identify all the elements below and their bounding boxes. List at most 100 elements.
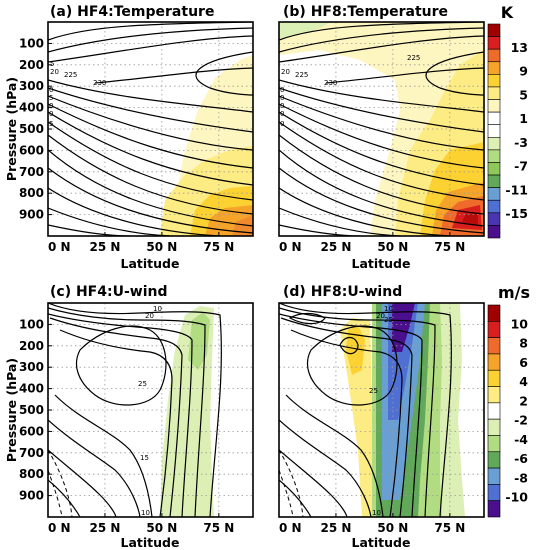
contour-label: 25 bbox=[369, 387, 378, 395]
colorbar-label: 9 bbox=[519, 64, 528, 79]
panel-c-xlabel: Latitude bbox=[121, 535, 180, 550]
panel-d-frame bbox=[278, 302, 485, 518]
colorbar-swatch bbox=[487, 337, 501, 355]
y-tick-label: 800 bbox=[19, 467, 44, 481]
colorbar-swatch bbox=[487, 435, 501, 453]
panel-a-contours bbox=[48, 22, 253, 236]
panel-c: 10 20 25 15 10 (c) HF4:U-wind 100 200 300 4… bbox=[19, 284, 254, 550]
y-tick-label: 900 bbox=[19, 208, 44, 222]
contour-label: 225 bbox=[295, 71, 308, 79]
panel-d-dashed bbox=[279, 449, 304, 517]
contour-label: 20 bbox=[145, 312, 154, 320]
contour-label: 230 bbox=[93, 79, 106, 87]
shade-b-m3 bbox=[279, 22, 330, 38]
y-tick-label: 600 bbox=[19, 424, 44, 438]
contour-label: 0 bbox=[280, 102, 284, 110]
x-tick-label: 50 N bbox=[146, 521, 177, 535]
y-tick-label: 400 bbox=[19, 382, 44, 396]
contour-label: 20 bbox=[50, 68, 59, 76]
x-tick-label: 75 N bbox=[434, 240, 465, 254]
y-axis-label-bottom: Pressure (hPa) bbox=[4, 358, 19, 462]
colorbar-swatch bbox=[487, 124, 501, 138]
x-tick-label: 50 N bbox=[377, 240, 408, 254]
panel-b: 225 20 225 230 0 0 0 0 0 (b) HF8:Tempera… bbox=[278, 4, 485, 271]
colorbar-label: -2 bbox=[514, 413, 528, 428]
contour-label: 5 bbox=[49, 94, 53, 102]
colorbar-label: -6 bbox=[514, 451, 528, 466]
panel-c-frame bbox=[47, 302, 254, 518]
colorbar-label: -10 bbox=[505, 490, 528, 505]
colorbar-swatch bbox=[487, 212, 501, 226]
x-tick-label: 25 N bbox=[320, 521, 351, 535]
contour-label: 0 bbox=[49, 110, 53, 118]
colorbar-label: 4 bbox=[519, 374, 528, 389]
contour-label: 15 bbox=[140, 454, 149, 462]
colorbar-swatch bbox=[487, 36, 501, 50]
colorbar-swatch bbox=[487, 86, 501, 100]
contour-label: 10 bbox=[141, 509, 150, 517]
contour-label: 5 bbox=[49, 120, 53, 128]
panel-c-shading bbox=[160, 306, 214, 517]
y-tick-label: 500 bbox=[19, 122, 44, 136]
y-tick-label: 700 bbox=[19, 446, 44, 460]
colorbar-label: -11 bbox=[505, 182, 528, 197]
colorbar-swatch bbox=[487, 149, 501, 163]
x-tick-label: 50 N bbox=[377, 521, 408, 535]
contour-label: 0 bbox=[280, 86, 284, 94]
colorbar-label: -15 bbox=[505, 206, 528, 221]
colorbar-label: 2 bbox=[519, 393, 528, 408]
x-tick-label: 0 N bbox=[279, 521, 302, 535]
colorbar-label: 10 bbox=[511, 316, 529, 331]
colorbar-label: -8 bbox=[514, 470, 528, 485]
y-tick-label: 400 bbox=[19, 101, 44, 115]
shade-d-2 bbox=[340, 318, 372, 517]
x-tick-label: 0 N bbox=[48, 240, 71, 254]
contour-label: 225 bbox=[64, 71, 77, 79]
colorbar-swatch bbox=[487, 136, 501, 151]
panel-a: 5 20 225 230 0 5 0 0 5 (a) HF4:Temperatu… bbox=[19, 4, 254, 271]
contour-label: 20 bbox=[376, 312, 385, 320]
y-tick-label: 300 bbox=[19, 360, 44, 374]
y-tick-label: 700 bbox=[19, 165, 44, 179]
y-axis-label-top: Pressure (hPa) bbox=[4, 77, 19, 181]
colorbar-uwind-unit: m/s bbox=[498, 283, 530, 302]
contour-label: 10 bbox=[384, 305, 393, 313]
x-tick-label: 50 N bbox=[146, 240, 177, 254]
y-tick-label: 600 bbox=[19, 143, 44, 157]
contour-label: 0 bbox=[49, 86, 53, 94]
panel-b-shading bbox=[279, 22, 484, 236]
panel-d-shading bbox=[340, 303, 465, 517]
panel-c-xticks: 0 N 25 N 50 N 75 N bbox=[47, 513, 234, 535]
colorbar-swatch bbox=[487, 418, 501, 436]
y-tick-label: 200 bbox=[19, 339, 44, 353]
colorbar-swatch bbox=[487, 187, 501, 201]
panel-b-contour-labels: 225 20 225 230 0 0 0 0 0 bbox=[280, 54, 420, 128]
colorbar-temperature-swatches bbox=[487, 23, 501, 239]
colorbar-uwind-swatches bbox=[487, 304, 501, 518]
panel-a-title: (a) HF4:Temperature bbox=[50, 4, 214, 20]
panel-d-xlabel: Latitude bbox=[352, 535, 411, 550]
panel-a-xlabel: Latitude bbox=[121, 256, 180, 271]
panel-c-contours bbox=[48, 303, 222, 517]
x-tick-label: 75 N bbox=[434, 521, 465, 535]
y-tick-label: 200 bbox=[19, 58, 44, 72]
shade-d-m12 bbox=[392, 303, 415, 352]
x-tick-label: 75 N bbox=[203, 521, 234, 535]
colorbar-temperature-unit: K bbox=[501, 3, 514, 22]
contour-label: 225 bbox=[407, 54, 420, 62]
y-tick-label: 100 bbox=[19, 36, 44, 50]
panel-d-contours bbox=[279, 303, 452, 517]
colorbar-swatch bbox=[487, 48, 501, 63]
x-tick-label: 0 N bbox=[279, 240, 302, 254]
x-tick-label: 0 N bbox=[48, 521, 71, 535]
colorbar-uwind-labels: 10 8 6 4 2 -2 -4 -6 -8 -10 bbox=[505, 316, 528, 504]
colorbar-label: 6 bbox=[519, 355, 528, 370]
contour-label: 0 bbox=[280, 94, 284, 102]
colorbar-label: 8 bbox=[519, 336, 528, 351]
contour-label: 0 bbox=[49, 102, 53, 110]
colorbar-swatch bbox=[487, 386, 501, 404]
colorbar-swatch bbox=[487, 174, 501, 188]
y-tick-label: 500 bbox=[19, 403, 44, 417]
